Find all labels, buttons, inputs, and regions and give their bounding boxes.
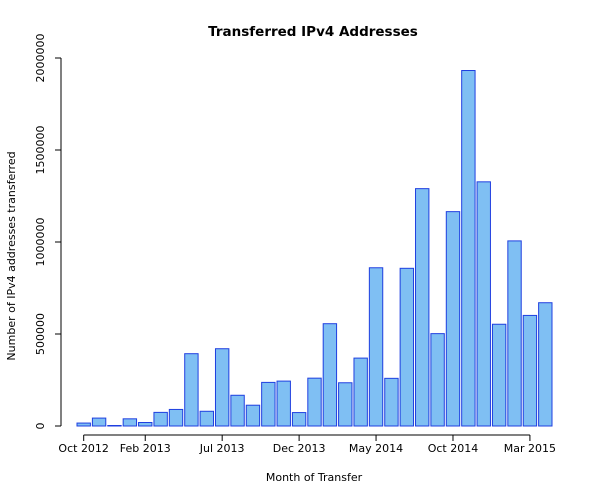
bar-feb-2014 [322, 323, 338, 427]
y-tick-label: 1500000 [34, 126, 47, 175]
bar-jul-2014 [399, 267, 415, 427]
bar-jan-2014 [307, 377, 322, 427]
bar-sep-2013 [245, 404, 261, 427]
bar-mar-2013 [153, 411, 168, 427]
bar-may-2013 [184, 353, 199, 427]
bar-dec-2013 [291, 412, 307, 427]
bar-mar-2014 [338, 382, 353, 427]
bar-jan-2015 [491, 323, 507, 427]
y-axis: 0 500000 1000000 1500000 2000000 [34, 34, 62, 430]
x-tick-label: Jul 2013 [199, 442, 245, 455]
bar-apr-2014 [353, 357, 368, 427]
bar-nov-2013 [276, 380, 291, 427]
bar-feb-2013 [138, 422, 153, 427]
bars-group [76, 70, 553, 427]
bar-nov-2012 [91, 417, 107, 427]
bar-jun-2013 [199, 410, 214, 427]
bar-mar-2015 [522, 314, 538, 427]
bar-aug-2013 [230, 394, 245, 427]
chart-title: Transferred IPv4 Addresses [208, 24, 418, 40]
y-axis-label: Number of IPv4 addresses transferred [5, 151, 18, 360]
bar-apr-2015 [538, 302, 553, 427]
x-axis: Oct 2012 Feb 2013 Jul 2013 Dec 2013 May 2014… [58, 434, 556, 455]
bar-jul-2013 [214, 348, 230, 427]
bar-dec-2014 [476, 181, 491, 427]
bar-nov-2014 [461, 70, 476, 427]
bar-feb-2015 [507, 240, 522, 427]
bar-oct-2013 [261, 381, 276, 427]
y-tick-label: 500000 [34, 313, 47, 355]
x-tick-label: Feb 2013 [120, 442, 171, 455]
bar-apr-2013 [168, 408, 184, 427]
bar-oct-2012 [76, 422, 91, 427]
x-tick-label: May 2014 [349, 442, 403, 455]
x-tick-label: Mar 2015 [504, 442, 556, 455]
y-tick-label: 0 [34, 423, 47, 430]
bar-aug-2014 [415, 188, 430, 427]
bar-jan-2013 [122, 418, 138, 427]
x-tick-label: Oct 2014 [428, 442, 479, 455]
y-tick-label: 2000000 [34, 34, 47, 83]
x-axis-label: Month of Transfer [266, 471, 363, 484]
bar-jun-2014 [384, 377, 399, 427]
bar-oct-2014 [445, 211, 461, 427]
y-tick-label: 1000000 [34, 218, 47, 267]
bar-sep-2014 [430, 333, 445, 427]
bar-may-2014 [368, 267, 384, 427]
x-tick-label: Dec 2013 [273, 442, 326, 455]
bar-dec-2012 [107, 425, 122, 427]
x-tick-label: Oct 2012 [58, 442, 109, 455]
